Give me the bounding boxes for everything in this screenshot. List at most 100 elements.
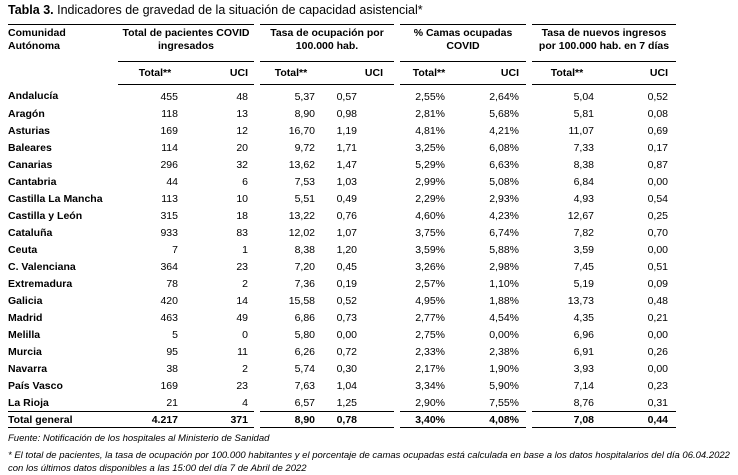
cell-value: 0,30	[336, 362, 357, 375]
region-name: Castilla y León	[8, 209, 83, 222]
cell-value: 1,47	[336, 158, 357, 171]
subheader: Total**	[400, 61, 458, 85]
cell-value: 420	[160, 294, 178, 307]
cell-value: 2,81%	[415, 107, 445, 120]
cell-value: 20	[236, 141, 248, 154]
table-row: Melilla 5 0 5,80 0,00 2,75% 0,00% 6,96 0,00	[8, 326, 676, 343]
cell-value: 4	[242, 396, 248, 409]
cell-value: 6,91	[573, 345, 594, 358]
cell-value: 114	[161, 141, 178, 154]
cell-value: 0,23	[647, 379, 668, 392]
cell-value: 1,88%	[489, 294, 519, 307]
cell-value: 4,35	[573, 311, 594, 324]
cell-value: 4,23%	[489, 209, 519, 222]
cell-value: 0,09	[647, 277, 668, 290]
cell-value: 1,03	[336, 175, 357, 188]
cell-value: 0,26	[647, 345, 668, 358]
cell-value: 4,08%	[458, 411, 526, 428]
region-name: Extremadura	[8, 277, 73, 290]
cell-value: 15,58	[288, 294, 315, 307]
cell-value: 78	[166, 277, 178, 290]
cell-value: 5,51	[294, 192, 315, 205]
cell-value: 5,08%	[489, 175, 519, 188]
cell-value: 0,19	[336, 277, 357, 290]
region-name: Navarra	[8, 362, 48, 375]
cell-value: 933	[160, 226, 178, 239]
cell-value: 6,96	[573, 328, 594, 341]
table-row: Aragón 118 13 8,90 0,98 2,81% 5,68% 5,81 0,08	[8, 105, 676, 122]
cell-value: 0,00	[336, 328, 357, 341]
cell-value: 3,59%	[415, 243, 445, 256]
cell-value: 4,21%	[489, 124, 519, 137]
cell-value: 1,90%	[489, 362, 519, 375]
cell-value: 48	[236, 90, 248, 103]
subheader: UCI	[602, 61, 676, 85]
cell-value: 21	[166, 396, 178, 409]
cell-value: 6	[242, 175, 248, 188]
cell-value: 4,60%	[415, 209, 445, 222]
cell-value: 5,19	[573, 277, 594, 290]
cell-value: 455	[160, 90, 178, 103]
cell-value: 5,74	[294, 362, 315, 375]
cell-value: 0,72	[336, 345, 357, 358]
cell-value: 13,22	[288, 209, 315, 222]
region-name: Asturias	[8, 124, 51, 137]
cell-value: 7,20	[294, 260, 315, 273]
cell-value: 315	[160, 209, 178, 222]
cell-value: 9,72	[294, 141, 315, 154]
cell-value: 5	[172, 328, 178, 341]
cell-value: 1,19	[336, 124, 357, 137]
cell-value: 169	[160, 379, 178, 392]
subheader: UCI	[192, 61, 254, 85]
total-row: Total general 4.217 371 8,90 0,78 3,40% 4,08% 7…	[8, 411, 676, 428]
subheader: UCI	[458, 61, 526, 85]
table-row: País Vasco 169 23 7,63 1,04 3,34% 5,90% 7,14 0,2…	[8, 377, 676, 394]
cell-value: 1,04	[336, 379, 357, 392]
cell-value: 0,17	[647, 141, 668, 154]
cell-value: 5,90%	[489, 379, 519, 392]
cell-value: 0,45	[336, 260, 357, 273]
region-name: Melilla	[8, 328, 41, 341]
region-name: Murcia	[8, 345, 42, 358]
cell-value: 0,87	[647, 158, 668, 171]
cell-value: 0,70	[647, 226, 668, 239]
table-row: La Rioja 21 4 6,57 1,25 2,90% 7,55% 8,76 0,31	[8, 394, 676, 412]
cell-value: 12,67	[567, 209, 594, 222]
cell-value: 3,34%	[415, 379, 445, 392]
cell-value: 23	[236, 260, 248, 273]
cell-value: 6,86	[294, 311, 315, 324]
cell-value: 3,93	[573, 362, 594, 375]
cell-value: 6,74%	[489, 226, 519, 239]
cell-value: 0,73	[336, 311, 357, 324]
table-row: Castilla La Mancha 113 10 5,51 0,49 2,29% 2,93…	[8, 190, 676, 207]
cell-value: 18	[236, 209, 248, 222]
cell-value: 371	[192, 411, 254, 428]
cell-value: 0,98	[336, 107, 357, 120]
region-name: Ceuta	[8, 243, 38, 256]
cell-value: 2,17%	[415, 362, 445, 375]
cell-value: 5,80	[294, 328, 315, 341]
title-text: Indicadores de gravedad de la situación …	[57, 3, 423, 17]
region-name: C. Valenciana	[8, 260, 76, 273]
region-name: Madrid	[8, 311, 43, 324]
cell-value: 0,52	[647, 90, 668, 103]
cell-value: 2,29%	[415, 192, 445, 205]
cell-value: 7	[172, 243, 178, 256]
table-row: Galicia 420 14 15,58 0,52 4,95% 1,88% 13,73 0,48	[8, 292, 676, 309]
cell-value: 0,69	[647, 124, 668, 137]
cell-value: 0,44	[602, 411, 676, 428]
subheader-row: Total** UCI Total** UCI Total** UCI Total** UCI	[8, 61, 676, 85]
cell-value: 463	[160, 311, 178, 324]
cell-value: 2,93%	[489, 192, 519, 205]
cell-value: 6,57	[294, 396, 315, 409]
cell-value: 5,37	[294, 90, 315, 103]
table-row: Asturias 169 12 16,70 1,19 4,81% 4,21% 11,07 0,6…	[8, 122, 676, 139]
cell-value: 8,38	[573, 158, 594, 171]
cell-value: 11,07	[568, 124, 595, 137]
cell-value: 10	[236, 192, 248, 205]
cell-value: 13,62	[288, 158, 315, 171]
cell-value: 2,55%	[415, 90, 445, 103]
cell-value: 8,90	[294, 107, 315, 120]
cell-value: 7,45	[573, 260, 594, 273]
footnote: * El total de pacientes, la tasa de ocup…	[8, 450, 730, 474]
